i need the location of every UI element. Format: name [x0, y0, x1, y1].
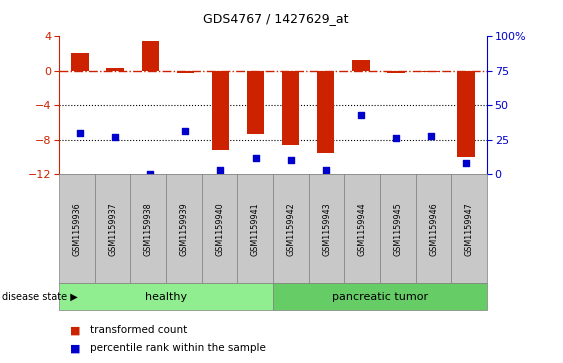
Bar: [317, 71, 334, 153]
Bar: [106, 68, 124, 71]
Point: [251, 155, 260, 160]
Text: GSM1159947: GSM1159947: [464, 202, 473, 256]
Point: [321, 167, 330, 173]
Text: healthy: healthy: [145, 292, 187, 302]
Bar: [457, 71, 475, 157]
Bar: [212, 71, 229, 150]
Point: [286, 158, 295, 163]
Point: [75, 130, 84, 136]
Text: GSM1159945: GSM1159945: [394, 202, 403, 256]
Text: GSM1159936: GSM1159936: [73, 202, 82, 256]
Text: GDS4767 / 1427629_at: GDS4767 / 1427629_at: [203, 12, 348, 25]
Point: [216, 167, 225, 173]
Text: GSM1159938: GSM1159938: [144, 202, 153, 256]
Point: [356, 112, 365, 118]
Bar: [141, 41, 159, 71]
Text: disease state ▶: disease state ▶: [2, 292, 78, 302]
Bar: [422, 71, 440, 72]
Point: [391, 135, 400, 141]
Text: GSM1159942: GSM1159942: [287, 202, 296, 256]
Point: [426, 133, 435, 139]
Point: [111, 134, 120, 140]
Text: transformed count: transformed count: [90, 325, 187, 335]
Point: [462, 160, 471, 166]
Text: GSM1159944: GSM1159944: [358, 202, 367, 256]
Bar: [247, 71, 264, 134]
Text: percentile rank within the sample: percentile rank within the sample: [90, 343, 266, 354]
Text: GSM1159943: GSM1159943: [322, 202, 331, 256]
Text: pancreatic tumor: pancreatic tumor: [332, 292, 428, 302]
Bar: [352, 60, 369, 71]
Text: ■: ■: [70, 325, 81, 335]
Text: GSM1159939: GSM1159939: [180, 202, 189, 256]
Text: GSM1159946: GSM1159946: [429, 202, 438, 256]
Bar: [72, 53, 89, 71]
Bar: [387, 71, 405, 73]
Text: GSM1159940: GSM1159940: [215, 202, 224, 256]
Text: GSM1159937: GSM1159937: [108, 202, 117, 256]
Text: GSM1159941: GSM1159941: [251, 202, 260, 256]
Point: [146, 171, 155, 177]
Text: ■: ■: [70, 343, 81, 354]
Point: [181, 129, 190, 134]
Bar: [282, 71, 300, 145]
Bar: [177, 71, 194, 73]
